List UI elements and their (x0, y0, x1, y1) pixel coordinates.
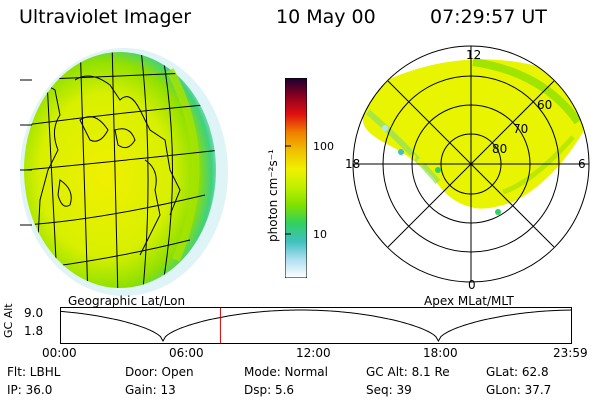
info-glat: GLat: 62.8 (486, 365, 549, 379)
timeline-x-label-0600: 06:00 (169, 346, 204, 360)
altitude-timeline (60, 307, 572, 344)
altitude-curve (60, 309, 572, 343)
mlat-label-60: 60 (537, 98, 553, 112)
geographic-label: Geographic Lat/Lon (68, 294, 186, 308)
polar-mlt-plot (352, 45, 590, 283)
polar-grid (352, 45, 590, 283)
timeline-frame (60, 307, 572, 344)
info-seq: Seq: 39 (366, 383, 412, 397)
polar-emission (363, 58, 583, 215)
colorbar-unit-label: photon cm⁻²s⁻¹ (266, 149, 280, 242)
globe-frame-ticks (20, 79, 32, 226)
header-time: 07:29:57 UT (430, 6, 547, 28)
mlt-label-6: 6 (578, 157, 586, 171)
globe-disc (24, 52, 216, 288)
info-mode: Mode: Normal (244, 365, 328, 379)
mlat-label-70: 70 (513, 122, 529, 136)
timeline-x-label-0000: 00:00 (42, 346, 77, 360)
header-date: 10 May 00 (276, 6, 376, 28)
timeline-ymin: 1.8 (24, 324, 44, 338)
apex-label: Apex MLat/MLT (424, 294, 514, 308)
info-ip: IP: 36.0 (7, 383, 53, 397)
info-gain: Gain: 13 (125, 383, 176, 397)
limb-band (166, 68, 200, 262)
instrument-title: Ultraviolet Imager (19, 6, 192, 28)
timeline-x-label-1200: 12:00 (296, 346, 331, 360)
colorbar-gradient (285, 78, 307, 278)
info-gc-alt: GC Alt: 8.1 Re (366, 365, 450, 379)
timeline-ymax: 9.0 (24, 306, 44, 320)
info-glon: GLon: 37.7 (486, 383, 552, 397)
timeline-x-label-1800: 18:00 (423, 346, 458, 360)
mlat-label-80: 80 (492, 142, 508, 156)
timeline-x-label-2359: 23:59 (553, 346, 588, 360)
colorbar-tick-label-100: 100 (313, 140, 334, 153)
mlt-label-12: 12 (466, 48, 482, 62)
colorbar-tick-label-10: 10 (313, 228, 327, 241)
mlt-label-0: 0 (468, 278, 476, 292)
timeline-axis-title: GC Alt (2, 303, 15, 338)
info-dsp: Dsp: 5.6 (244, 383, 295, 397)
colorbar (285, 78, 307, 278)
info-filter: Flt: LBHL (7, 365, 61, 379)
mlt-label-18: 18 (345, 157, 361, 171)
geographic-globe-image (20, 48, 228, 296)
info-door: Door: Open (125, 365, 194, 379)
